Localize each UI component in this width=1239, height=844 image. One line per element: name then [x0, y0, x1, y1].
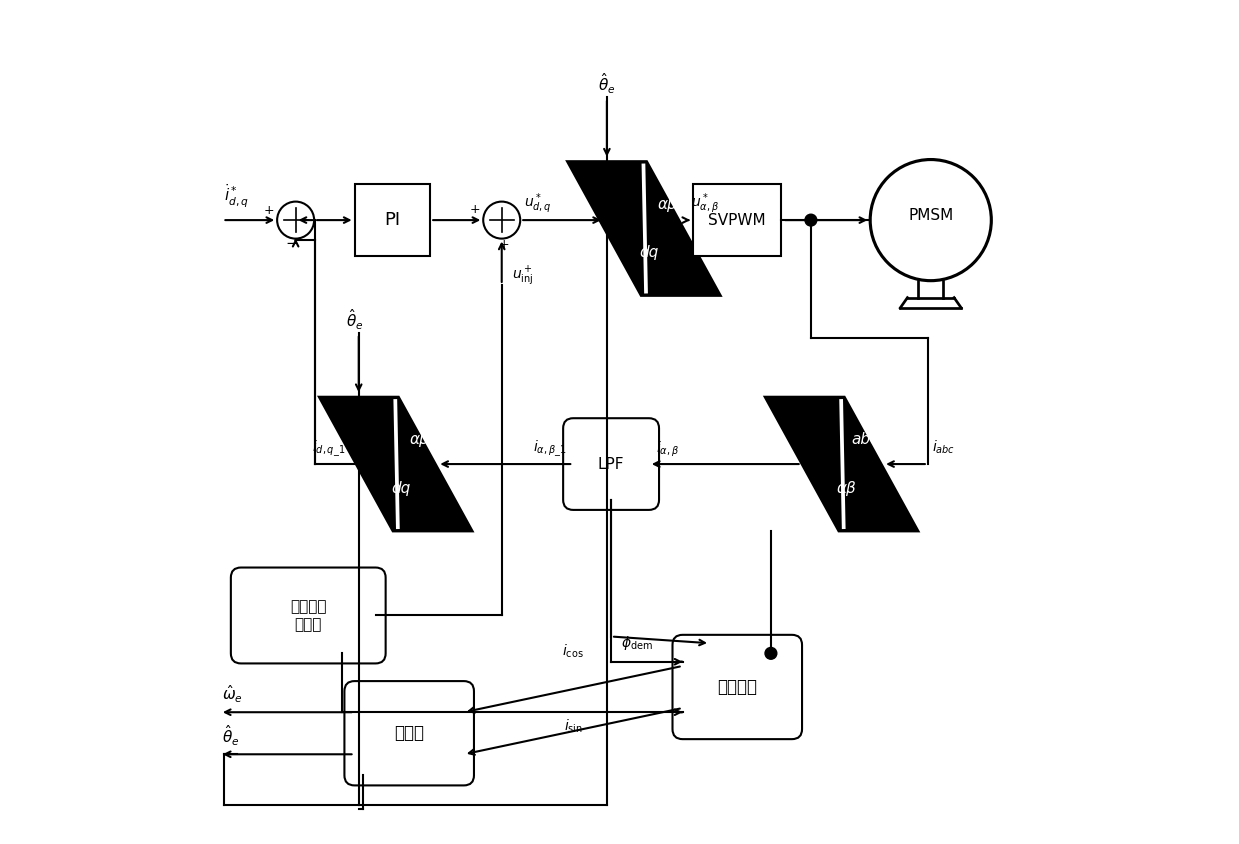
Text: $i_{\mathrm{sin}}$: $i_{\mathrm{sin}}$ — [564, 718, 582, 735]
Circle shape — [805, 214, 817, 226]
Text: $i_{\alpha,\beta}$: $i_{\alpha,\beta}$ — [655, 439, 679, 458]
Polygon shape — [318, 397, 473, 532]
Text: PMSM: PMSM — [908, 208, 953, 223]
Text: $i_{\alpha,\beta\_1}$: $i_{\alpha,\beta\_1}$ — [533, 439, 566, 459]
Text: $\hat{\theta}_e$: $\hat{\theta}_e$ — [346, 307, 363, 332]
Text: SVPWM: SVPWM — [709, 213, 766, 228]
FancyBboxPatch shape — [693, 184, 782, 256]
Text: LPF: LPF — [598, 457, 624, 472]
Polygon shape — [567, 161, 721, 295]
Text: $+$: $+$ — [263, 204, 274, 218]
Text: 随机信号
发生器: 随机信号 发生器 — [290, 599, 327, 631]
FancyBboxPatch shape — [673, 635, 802, 739]
Text: 信号处理: 信号处理 — [717, 678, 757, 696]
Text: αβ: αβ — [658, 197, 678, 212]
Text: 观测器: 观测器 — [394, 724, 424, 742]
Text: $u^*_{\alpha,\beta}$: $u^*_{\alpha,\beta}$ — [690, 191, 719, 215]
Circle shape — [764, 647, 777, 659]
Text: $u^*_{d,q}$: $u^*_{d,q}$ — [524, 191, 553, 215]
Text: $i_{\mathrm{cos}}$: $i_{\mathrm{cos}}$ — [563, 642, 584, 659]
Text: $+$: $+$ — [498, 238, 509, 251]
FancyBboxPatch shape — [230, 567, 385, 663]
FancyBboxPatch shape — [354, 184, 430, 256]
Text: $+$: $+$ — [468, 203, 479, 216]
Text: αβ: αβ — [409, 432, 429, 447]
Text: $\hat{\theta}_e$: $\hat{\theta}_e$ — [598, 72, 616, 96]
Text: PI: PI — [384, 211, 400, 229]
Text: dq: dq — [639, 246, 658, 260]
Text: $-$: $-$ — [285, 234, 299, 249]
Text: abc: abc — [851, 432, 878, 447]
Text: $\hat{\omega}_e$: $\hat{\omega}_e$ — [223, 683, 243, 705]
Text: $\dot{i}^*_{d,q}$: $\dot{i}^*_{d,q}$ — [224, 183, 249, 210]
FancyBboxPatch shape — [344, 681, 475, 786]
Text: dq: dq — [392, 481, 410, 495]
Text: $\hat{\theta}_e$: $\hat{\theta}_e$ — [223, 723, 240, 748]
Text: $i_{d,q\_1}$: $i_{d,q\_1}$ — [312, 439, 346, 459]
Text: $\phi_{\mathrm{dem}}$: $\phi_{\mathrm{dem}}$ — [621, 634, 653, 652]
Text: $i_{abc}$: $i_{abc}$ — [932, 439, 955, 456]
FancyBboxPatch shape — [564, 419, 659, 510]
Polygon shape — [764, 397, 918, 532]
Text: $u^+_{\mathrm{inj}}$: $u^+_{\mathrm{inj}}$ — [512, 265, 533, 288]
Text: αβ: αβ — [836, 481, 856, 495]
